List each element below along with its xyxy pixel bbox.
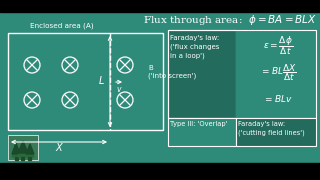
Bar [236, 30, 316, 118]
Polygon shape [18, 141, 28, 153]
Text: $= BL\dfrac{\Delta X}{\Delta t}$: $= BL\dfrac{\Delta X}{\Delta t}$ [260, 62, 296, 83]
Bar [168, 118, 236, 146]
Bar [0, 0, 320, 12]
Bar [0, 163, 320, 180]
Text: Faraday's law:
('flux changes
in a loop'): Faraday's law: ('flux changes in a loop'… [170, 35, 220, 59]
Bar [8, 33, 163, 130]
Polygon shape [18, 143, 28, 157]
Text: v: v [117, 86, 121, 94]
Bar [168, 30, 316, 118]
Text: $\varepsilon = \dfrac{\Delta\phi}{\Delta t}$: $\varepsilon = \dfrac{\Delta\phi}{\Delta… [263, 34, 293, 57]
Bar [14, 157, 18, 160]
Polygon shape [26, 144, 34, 154]
Bar [21, 157, 24, 160]
Bar [8, 135, 38, 160]
Text: X: X [56, 143, 62, 153]
Text: $= BLv$: $= BLv$ [263, 93, 293, 104]
Bar [168, 30, 236, 118]
Text: Flux through area:  $\phi = BA = BLX$: Flux through area: $\phi = BA = BLX$ [143, 13, 317, 27]
Polygon shape [12, 143, 20, 154]
Polygon shape [26, 146, 34, 157]
Text: Faraday's law:
('cutting field lines'): Faraday's law: ('cutting field lines') [238, 121, 305, 136]
Bar [236, 118, 316, 146]
Text: B
('into screen'): B ('into screen') [148, 65, 196, 79]
Text: Enclosed area (A): Enclosed area (A) [30, 23, 94, 29]
Text: L: L [99, 76, 104, 86]
Bar [28, 157, 31, 160]
Text: Type III: 'Overlap': Type III: 'Overlap' [170, 121, 228, 127]
Polygon shape [12, 145, 20, 157]
